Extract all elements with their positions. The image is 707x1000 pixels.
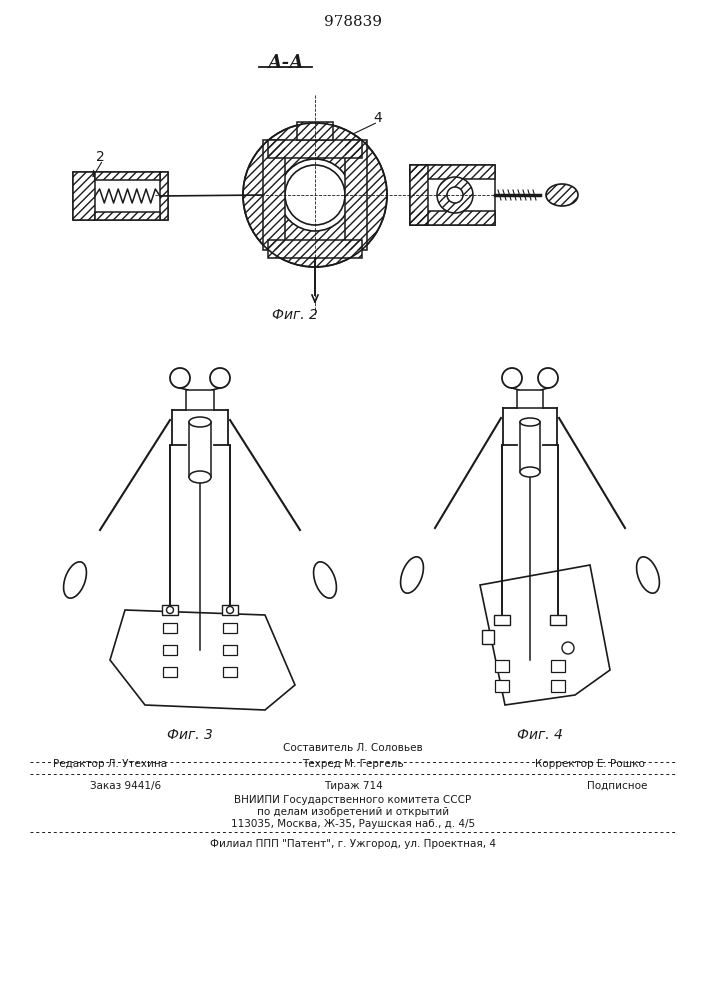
Circle shape	[243, 123, 387, 267]
Bar	[410, 165, 428, 225]
Text: по делам изобретений и открытий: по делам изобретений и открытий	[257, 807, 449, 817]
Polygon shape	[110, 610, 295, 710]
Circle shape	[447, 187, 463, 203]
Text: 113035, Москва, Ж-35, Раушская наб., д. 4/5: 113035, Москва, Ж-35, Раушская наб., д. …	[231, 819, 475, 829]
Circle shape	[279, 159, 351, 231]
Bar	[223, 645, 237, 655]
Bar	[160, 172, 168, 220]
Bar	[73, 172, 168, 220]
Bar	[345, 140, 367, 250]
Text: Фиг. 2: Фиг. 2	[272, 308, 318, 322]
Bar	[223, 667, 237, 677]
Ellipse shape	[189, 471, 211, 483]
Bar	[263, 140, 285, 250]
Bar	[163, 623, 177, 633]
Bar	[186, 390, 214, 410]
Bar	[297, 122, 333, 140]
Circle shape	[167, 606, 173, 613]
Bar	[73, 172, 95, 220]
Text: Техред М. Гергель: Техред М. Гергель	[302, 759, 404, 769]
Text: Заказ 9441/6: Заказ 9441/6	[90, 781, 161, 791]
Bar	[268, 140, 362, 158]
Bar	[223, 623, 237, 633]
Text: Фиг. 4: Фиг. 4	[517, 728, 563, 742]
Bar	[297, 122, 333, 140]
Text: Подписное: Подписное	[587, 781, 647, 791]
Text: 978839: 978839	[324, 15, 382, 29]
Bar	[494, 615, 510, 625]
Bar	[268, 240, 362, 258]
Text: Филиал ППП "Патент", г. Ужгород, ул. Проектная, 4: Филиал ППП "Патент", г. Ужгород, ул. Про…	[210, 839, 496, 849]
Ellipse shape	[401, 557, 423, 593]
Bar	[160, 172, 168, 220]
Bar	[163, 645, 177, 655]
Bar	[410, 165, 495, 225]
Text: ВНИИПИ Государственного комитета СССР: ВНИИПИ Государственного комитета СССР	[235, 795, 472, 805]
Text: Фиг. 3: Фиг. 3	[167, 728, 213, 742]
Text: Корректор Е. Рошко: Корректор Е. Рошко	[535, 759, 645, 769]
Polygon shape	[480, 565, 610, 705]
Circle shape	[538, 368, 558, 388]
Bar	[189, 422, 211, 477]
Circle shape	[437, 177, 473, 213]
Bar	[520, 422, 540, 472]
Text: Тираж 714: Тираж 714	[324, 781, 382, 791]
Bar	[268, 140, 362, 158]
Bar	[268, 240, 362, 258]
Ellipse shape	[520, 418, 540, 426]
Circle shape	[226, 606, 233, 613]
Circle shape	[170, 368, 190, 388]
Text: Составитель Л. Соловьев: Составитель Л. Соловьев	[283, 743, 423, 753]
Bar	[517, 390, 543, 408]
Circle shape	[285, 165, 345, 225]
Ellipse shape	[520, 467, 540, 477]
Bar	[95, 212, 160, 220]
Bar	[410, 211, 495, 225]
Ellipse shape	[64, 562, 86, 598]
Bar	[222, 605, 238, 615]
Bar	[495, 660, 509, 672]
Bar	[95, 212, 160, 220]
Bar	[550, 615, 566, 625]
Bar	[345, 140, 367, 250]
Bar	[410, 165, 428, 225]
Bar	[163, 667, 177, 677]
Text: А-А: А-А	[267, 54, 303, 72]
Bar	[410, 211, 495, 225]
Bar	[162, 605, 178, 615]
Bar	[495, 680, 509, 692]
Ellipse shape	[314, 562, 337, 598]
Ellipse shape	[189, 417, 211, 427]
Bar	[263, 140, 285, 250]
Bar	[551, 660, 565, 672]
Circle shape	[502, 368, 522, 388]
Bar	[482, 630, 494, 644]
Text: Редактор Л. Утехина: Редактор Л. Утехина	[53, 759, 167, 769]
Bar	[95, 172, 160, 180]
Circle shape	[562, 642, 574, 654]
Circle shape	[210, 368, 230, 388]
Bar	[73, 172, 95, 220]
Bar	[410, 165, 495, 179]
Text: 2: 2	[95, 150, 105, 164]
Bar	[410, 165, 495, 179]
Ellipse shape	[546, 184, 578, 206]
Ellipse shape	[636, 557, 660, 593]
Text: 4: 4	[373, 111, 382, 125]
Bar	[551, 680, 565, 692]
Bar	[95, 172, 160, 180]
